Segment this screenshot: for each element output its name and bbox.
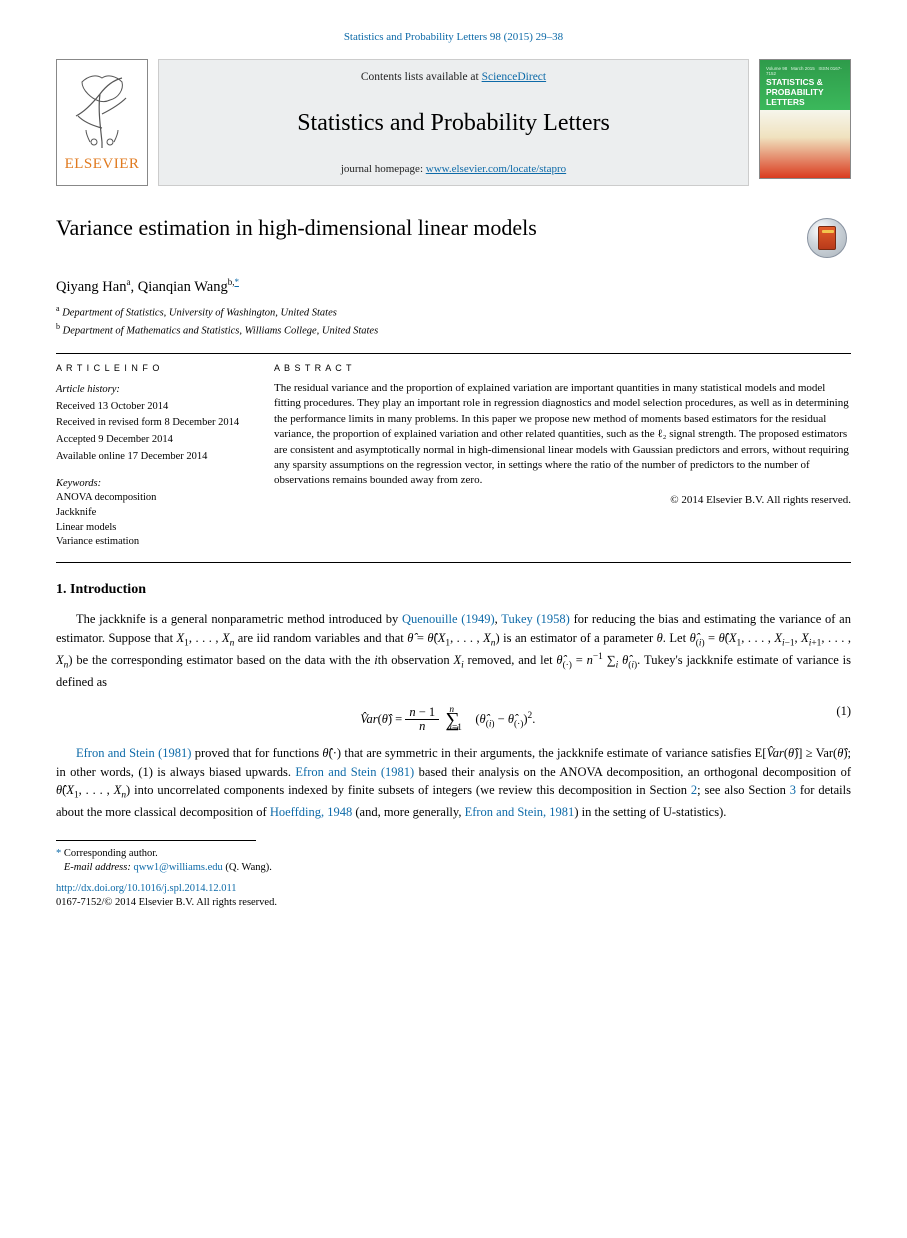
footnote-corr-text: Corresponding author. (61, 848, 158, 859)
citation-header: Statistics and Probability Letters 98 (2… (56, 30, 851, 45)
affil-b-sup: b (56, 322, 60, 331)
doi-link[interactable]: http://dx.doi.org/10.1016/j.spl.2014.12.… (56, 883, 237, 894)
contents-line: Contents lists available at ScienceDirec… (361, 70, 546, 86)
cover-top: Volume 98 March 2015 ISSN 0167-7152 STAT… (760, 60, 850, 110)
cover-line2: PROBABILITY (766, 87, 824, 97)
author-sep: , (130, 278, 137, 294)
text-run: be the corresponding estimator based on … (73, 653, 375, 667)
affil-b: Department of Mathematics and Statistics… (63, 326, 379, 337)
keyword: Variance estimation (56, 535, 248, 550)
authors: Qiyang Hana, Qianqian Wangb,* (56, 276, 851, 297)
info-row: A R T I C L E I N F O Article history: R… (56, 362, 851, 549)
crossmark-badge[interactable] (807, 218, 851, 262)
elsevier-logo-box[interactable]: ELSEVIER (56, 59, 148, 186)
text-run: . Let (663, 631, 690, 645)
article-info-heading: A R T I C L E I N F O (56, 362, 248, 375)
keyword: Jackknife (56, 506, 248, 521)
text-run: is an estimator of a parameter (500, 631, 657, 645)
email-link[interactable]: qww1@williams.edu (133, 862, 222, 873)
affiliations: a Department of Statistics, University o… (56, 303, 851, 340)
doi-line: http://dx.doi.org/10.1016/j.spl.2014.12.… (56, 882, 851, 896)
equation-number: (1) (836, 702, 851, 721)
sciencedirect-link[interactable]: ScienceDirect (482, 71, 547, 83)
history-online: Available online 17 December 2014 (56, 450, 248, 465)
elsevier-wordmark: ELSEVIER (65, 154, 140, 174)
text-run: based their analysis on the ANOVA decomp… (414, 765, 851, 779)
article-title: Variance estimation in high-dimensional … (56, 214, 851, 242)
citation-link[interactable]: Efron and Stein, 1981 (465, 805, 575, 819)
homepage-prefix: journal homepage: (341, 163, 426, 175)
text-run: that are symmetric in their arguments, t… (341, 746, 755, 760)
math-inline: θ̂ (322, 746, 328, 760)
history-accepted: Accepted 9 December 2014 (56, 433, 248, 448)
text-run: th observation (378, 653, 454, 667)
citation-link[interactable]: Efron and Stein (1981) (76, 746, 191, 760)
keyword: ANOVA decomposition (56, 491, 248, 506)
keywords-heading: Keywords: (56, 477, 248, 492)
contents-prefix: Contents lists available at (361, 71, 482, 83)
abstract-box: A B S T R A C T The residual variance an… (274, 362, 851, 549)
keyword: Linear models (56, 521, 248, 536)
math-inline: E[V̂ar(θ̂)] ≥ Var(θ̂) (755, 746, 848, 760)
center-panel: Contents lists available at ScienceDirec… (158, 59, 749, 186)
footnotes: * Corresponding author. E-mail address: … (56, 847, 851, 876)
affil-a-sup: a (56, 304, 60, 313)
header-row: ELSEVIER Contents lists available at Sci… (56, 59, 851, 186)
paragraph: Efron and Stein (1981) proved that for f… (56, 744, 851, 822)
cover-tiny: Volume 98 March 2015 ISSN 0167-7152 (766, 66, 844, 76)
paragraph: The jackknife is a general nonparametric… (56, 610, 851, 692)
footnote-corresponding: * Corresponding author. (56, 847, 851, 862)
corresponding-author-link[interactable]: * (234, 277, 239, 287)
text-run: The jackknife is a general nonparametric… (76, 612, 402, 626)
text-run: are iid random variables and that (234, 631, 407, 645)
abstract-text: The residual variance and the proportion… (274, 381, 851, 489)
cover-line3: LETTERS (766, 97, 805, 107)
journal-name: Statistics and Probability Letters (297, 107, 610, 139)
citation-link[interactable]: Quenouille (1949) (402, 612, 495, 626)
section-title: Introduction (70, 582, 146, 597)
cover-line1: STATISTICS & (766, 77, 823, 87)
math-inline: θ̂ (407, 631, 413, 645)
cover-gradient (760, 110, 850, 178)
rule-top (56, 353, 851, 354)
equation: V̂ar(θ̂) = n − 1 n ∑n i=1 (θ̂(i) − θ̂(·)… (56, 702, 851, 734)
publisher-line: 0167-7152/© 2014 Elsevier B.V. All right… (56, 896, 851, 910)
text-run: ) in the setting of U-statistics). (574, 805, 726, 819)
citation-text: Statistics and Probability Letters 98 (2… (344, 31, 563, 43)
citation-link[interactable]: Hoeffding, 1948 (270, 805, 352, 819)
text-run: proved that for functions (195, 746, 323, 760)
abstract-heading: A B S T R A C T (274, 362, 851, 375)
author-2: Qianqian Wang (138, 278, 228, 294)
footnote-rule (56, 840, 256, 841)
email-tail: (Q. Wang). (223, 862, 272, 873)
affil-a: Department of Statistics, University of … (62, 307, 337, 318)
crossmark-disc-icon (807, 218, 847, 258)
abstract-copyright: © 2014 Elsevier B.V. All rights reserved… (274, 493, 851, 508)
rule-bottom (56, 562, 851, 563)
citation-link[interactable]: Efron and Stein (1981) (295, 765, 414, 779)
title-area: Variance estimation in high-dimensional … (56, 214, 851, 262)
history-revised: Received in revised form 8 December 2014 (56, 416, 248, 431)
citation-link[interactable]: Tukey (1958) (501, 612, 570, 626)
journal-cover[interactable]: Volume 98 March 2015 ISSN 0167-7152 STAT… (759, 59, 851, 179)
body: 1. Introduction The jackknife is a gener… (56, 581, 851, 822)
section-heading: 1. Introduction (56, 581, 851, 600)
footnote-email: E-mail address: qww1@williams.edu (Q. Wa… (56, 861, 851, 876)
elsevier-tree-icon (62, 64, 142, 152)
email-label: E-mail address: (64, 862, 134, 873)
text-run: removed, and let (464, 653, 557, 667)
author-1: Qiyang Han (56, 278, 126, 294)
history-label: Article history: (56, 383, 248, 398)
homepage-line: journal homepage: www.elsevier.com/locat… (341, 162, 566, 177)
crossmark-book-icon (818, 226, 836, 250)
history-received: Received 13 October 2014 (56, 400, 248, 415)
article-info: A R T I C L E I N F O Article history: R… (56, 362, 248, 549)
homepage-link[interactable]: www.elsevier.com/locate/stapro (426, 163, 566, 175)
math-inline: θ̂ (56, 783, 62, 797)
text-run: into uncorrelated components indexed by … (130, 783, 691, 797)
section-number: 1. (56, 582, 67, 597)
text-run: ; see also Section (697, 783, 790, 797)
